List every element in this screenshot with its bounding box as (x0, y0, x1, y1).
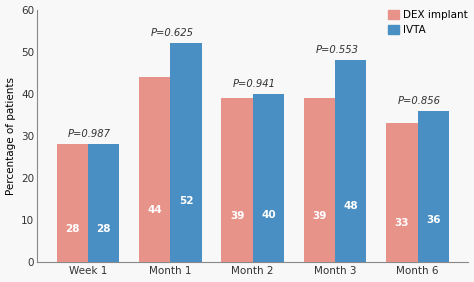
Text: 28: 28 (65, 224, 80, 234)
Text: 33: 33 (395, 218, 409, 228)
Text: 39: 39 (312, 211, 327, 221)
Text: 36: 36 (426, 215, 440, 225)
Bar (56, 144, 88, 262)
Text: P=0.553: P=0.553 (315, 45, 358, 55)
Bar (253, 94, 284, 262)
Bar (386, 123, 418, 262)
Bar (418, 111, 449, 262)
Y-axis label: Percentage of patients: Percentage of patients (6, 77, 16, 195)
Text: 44: 44 (147, 205, 162, 215)
Legend: DEX implant, IVTA: DEX implant, IVTA (388, 10, 467, 35)
Text: 28: 28 (96, 224, 111, 234)
Text: 40: 40 (261, 210, 276, 220)
Bar (139, 77, 170, 262)
Text: 39: 39 (230, 211, 244, 221)
Bar (304, 98, 335, 262)
Text: P=0.856: P=0.856 (398, 96, 441, 105)
Bar (335, 60, 366, 262)
Text: P=0.625: P=0.625 (151, 28, 193, 38)
Text: 48: 48 (344, 201, 358, 211)
Bar (170, 43, 201, 262)
Bar (221, 98, 253, 262)
Bar (88, 144, 119, 262)
Text: 52: 52 (179, 196, 193, 206)
Text: P=0.941: P=0.941 (233, 79, 276, 89)
Text: P=0.987: P=0.987 (68, 129, 111, 139)
